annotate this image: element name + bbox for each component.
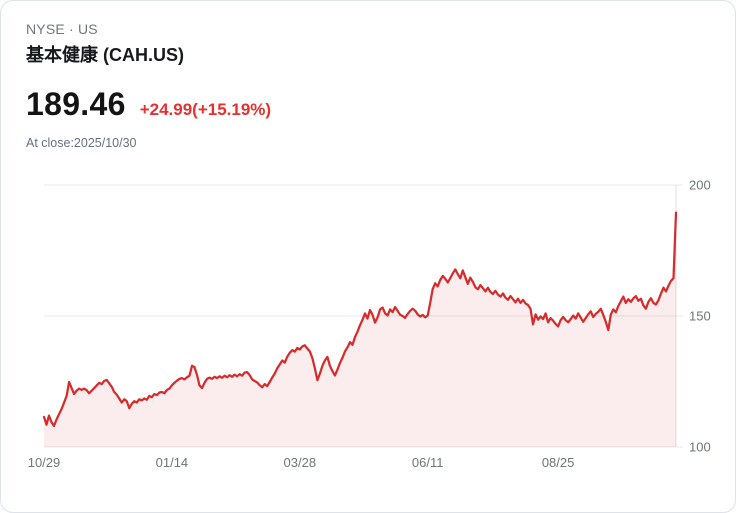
price-chart[interactable]: 100 150 200 10/29 01/14 03/28 06/11 08/25 [1,164,735,499]
x-axis-tick-label: 08/25 [542,455,575,470]
x-axis-tick-label: 01/14 [156,455,189,470]
price-row: 189.46 +24.99(+15.19%) [26,86,711,123]
y-axis-tick-label: 100 [689,440,711,455]
area-fill [44,212,676,447]
price-chart-svg[interactable]: 100 150 200 10/29 01/14 03/28 06/11 08/25 [1,164,736,494]
last-price: 189.46 [26,86,126,122]
quote-header: NYSE · US 基本健康 (CAH.US) 189.46 +24.99(+1… [1,1,735,150]
x-axis-tick-label: 06/11 [412,455,444,470]
y-axis-tick-label: 200 [689,178,711,193]
x-axis-tick-label: 10/29 [28,455,61,470]
x-axis-tick-label: 03/28 [284,455,317,470]
close-timestamp: At close:2025/10/30 [26,136,137,150]
price-line [42,211,678,428]
price-change: +24.99(+15.19%) [139,100,272,119]
y-axis-tick-label: 150 [689,309,711,324]
exchange-label: NYSE · US [26,21,98,37]
stock-name: 基本健康 (CAH.US) [26,45,184,65]
